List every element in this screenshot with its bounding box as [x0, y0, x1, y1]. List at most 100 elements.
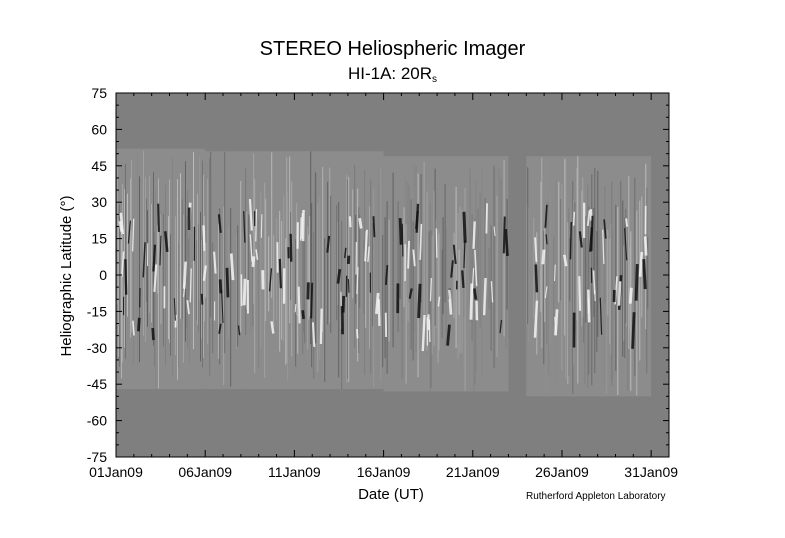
feature [127, 220, 131, 244]
feature [311, 322, 316, 348]
feature [151, 327, 155, 341]
feature [200, 293, 204, 305]
feature [372, 216, 376, 238]
y-tick-label: 15 [91, 231, 107, 247]
x-tick-label: 01Jan09 [89, 464, 143, 480]
feature [137, 317, 141, 332]
feature [415, 210, 419, 230]
feature [628, 287, 633, 304]
data-segment-3 [383, 156, 509, 392]
feature [452, 244, 457, 265]
feature [173, 298, 176, 321]
feature [326, 235, 331, 253]
feature [124, 259, 128, 295]
feature [592, 270, 596, 295]
feature [493, 226, 496, 237]
feature [202, 225, 206, 252]
subtitle-main: HI-1A: 20R [347, 64, 433, 83]
feature [131, 218, 135, 252]
feature [634, 264, 639, 301]
chart-subtitle: HI-1A: 20Rs [116, 64, 669, 85]
feature [638, 251, 644, 277]
feature [377, 299, 381, 326]
feature [631, 312, 636, 349]
feature [242, 278, 247, 306]
feature [385, 265, 389, 285]
chart-title: STEREO Heliospheric Imager [259, 38, 526, 60]
y-tick-label: -60 [87, 413, 107, 429]
feature [225, 267, 230, 298]
feature [157, 203, 160, 232]
feature [572, 211, 576, 226]
feature [624, 228, 628, 261]
feature [642, 259, 647, 290]
feature [294, 304, 297, 313]
feature [407, 240, 411, 269]
feature [348, 216, 352, 228]
feature [482, 278, 487, 316]
feature [590, 215, 594, 252]
feature [159, 235, 162, 266]
feature [462, 211, 467, 243]
feature [260, 214, 263, 238]
feature [121, 251, 125, 277]
feature [202, 265, 207, 281]
feature [448, 289, 453, 315]
feature [435, 228, 438, 258]
feature [421, 314, 426, 352]
feature [336, 268, 342, 284]
y-tick-label: 0 [99, 267, 107, 283]
feature [299, 217, 302, 241]
feature [569, 221, 572, 260]
x-tick-label: 11Jan09 [268, 464, 321, 480]
subtitle-subscript: s [432, 74, 438, 85]
data-segment-2 [202, 151, 384, 390]
x-tick-label: 06Jan09 [178, 464, 232, 480]
feature [625, 218, 629, 227]
feature [243, 211, 246, 243]
y-tick-label: -30 [87, 340, 107, 356]
feature [229, 253, 235, 281]
feature [469, 283, 474, 320]
feature [270, 321, 275, 334]
x-tick-label: 26Jan09 [535, 464, 589, 480]
feature [221, 289, 224, 324]
feature [578, 231, 583, 248]
feature [472, 221, 476, 249]
feature [485, 203, 488, 234]
feature [502, 216, 506, 254]
feature [563, 254, 568, 267]
feature [419, 223, 423, 260]
feature [163, 231, 169, 253]
feature [278, 258, 283, 289]
feature [398, 218, 403, 245]
x-tick-label: 31Jan09 [624, 464, 678, 480]
feature [118, 221, 124, 232]
y-tick-label: 75 [91, 85, 107, 101]
feature [554, 316, 557, 334]
feature [237, 325, 241, 336]
feature [617, 281, 622, 306]
feature [490, 281, 494, 303]
x-tick-label: 16Jan09 [357, 464, 411, 480]
feature [132, 320, 135, 336]
feature [319, 308, 323, 344]
feature [474, 249, 478, 287]
feature [152, 244, 157, 272]
x-tick-label: 21Jan09 [446, 464, 500, 480]
y-tick-label: -45 [87, 376, 107, 392]
feature [358, 217, 363, 229]
feature [375, 292, 380, 314]
x-axis-label: Date (UT) [358, 486, 424, 503]
feature [545, 234, 548, 245]
feature [429, 278, 432, 302]
feature [364, 229, 368, 262]
feature [142, 242, 146, 278]
feature [213, 251, 217, 274]
feature [344, 247, 347, 259]
feature [602, 229, 605, 265]
y-axis-label: Heliographic Latitude (°) [58, 195, 75, 356]
data-segment-4 [526, 156, 652, 397]
y-tick-label: 45 [91, 158, 107, 174]
feature [504, 228, 509, 257]
